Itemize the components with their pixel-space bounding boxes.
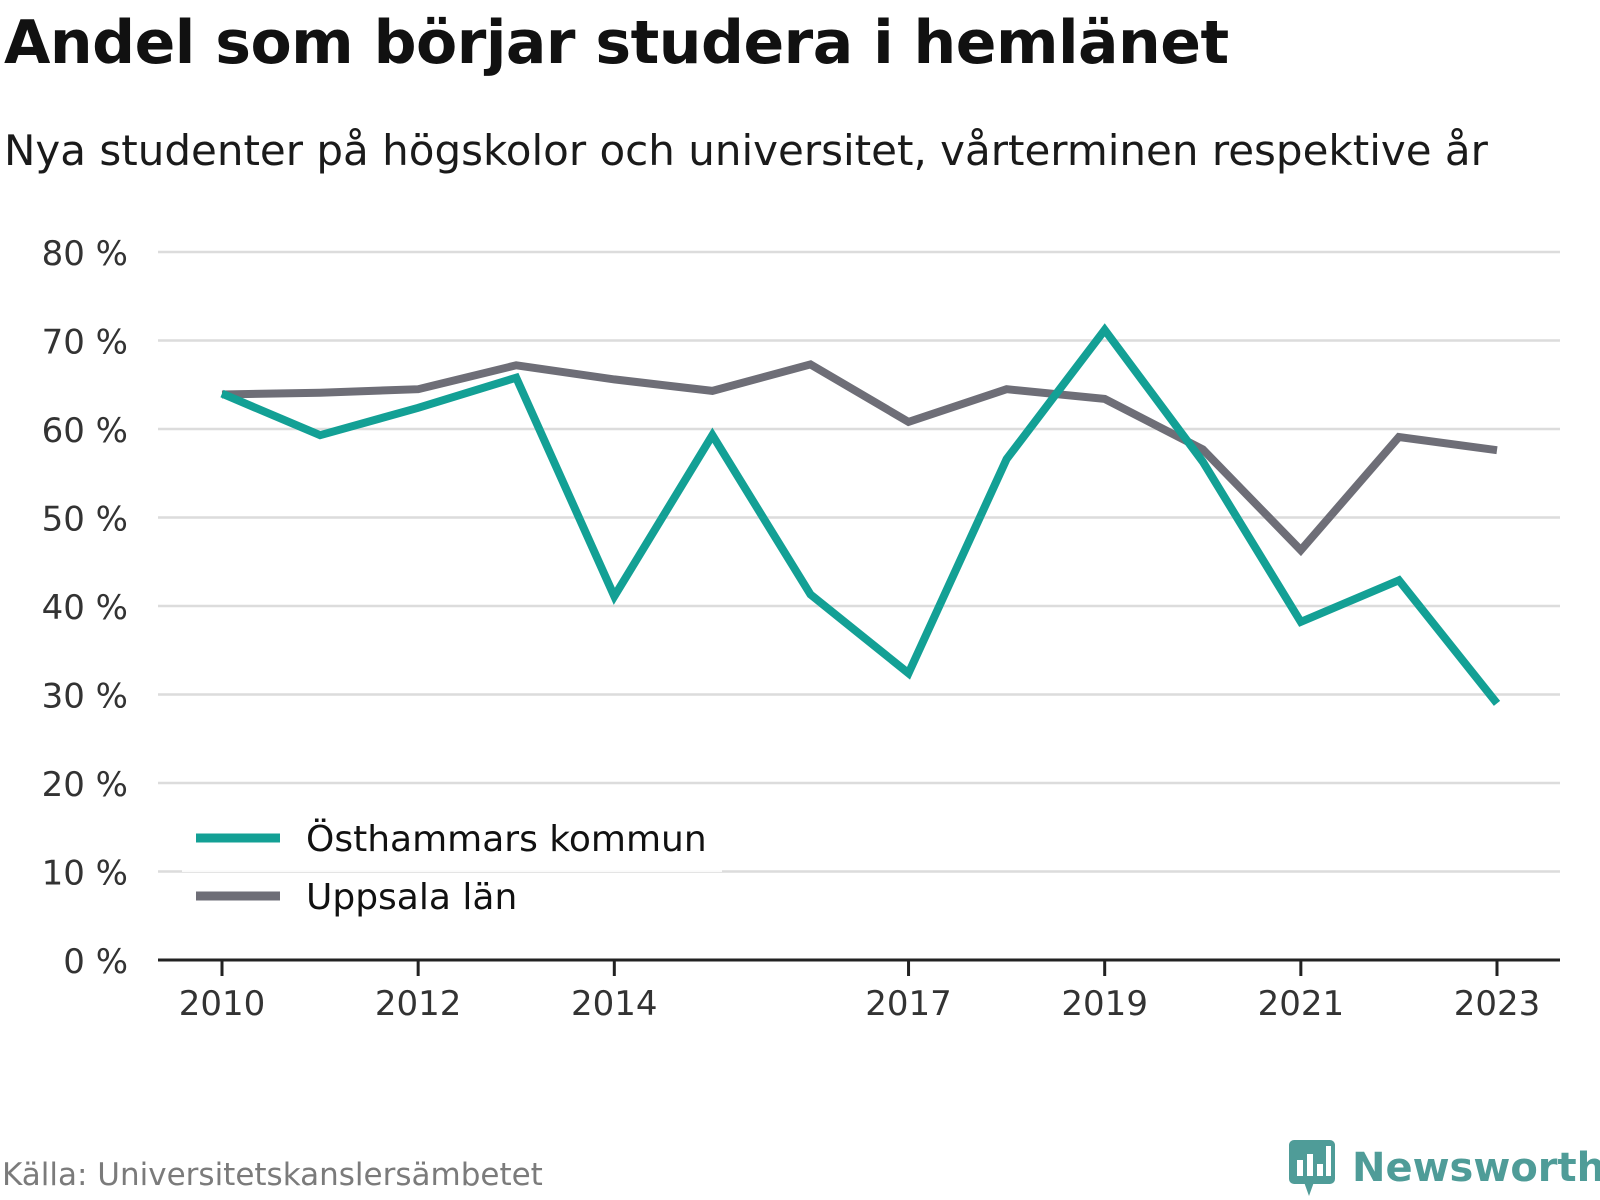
- newsworthy-logo-icon: [1289, 1140, 1335, 1196]
- series-line: [221, 360, 1498, 557]
- y-tick-label: 30 %: [42, 677, 128, 717]
- x-tick-label: 2010: [179, 984, 266, 1024]
- chart-subtitle: Nya studenter på högskolor och universit…: [4, 126, 1488, 175]
- source-note: Källa: Universitetskanslersämbetet: [2, 1157, 543, 1193]
- series-line: [220, 323, 1501, 706]
- x-tick-label: 2012: [375, 984, 462, 1024]
- y-tick-label: 60 %: [42, 411, 128, 451]
- y-tick-label: 10 %: [42, 854, 128, 894]
- y-tick-label: 50 %: [42, 500, 128, 540]
- legend-label: Uppsala län: [306, 877, 517, 918]
- x-tick-label: 2017: [865, 984, 952, 1024]
- y-tick-label: 40 %: [42, 588, 128, 628]
- y-tick-label: 70 %: [42, 323, 128, 363]
- brand-logo: Newsworthy: [1288, 1138, 1600, 1198]
- y-tick-label: 0 %: [63, 942, 128, 982]
- x-tick-label: 2019: [1061, 984, 1148, 1024]
- x-tick-label: 2021: [1258, 984, 1345, 1024]
- y-tick-label: 20 %: [42, 765, 128, 805]
- x-tick-label: 2014: [571, 984, 658, 1024]
- legend-label: Östhammars kommun: [306, 818, 707, 860]
- y-tick-label: 80 %: [42, 234, 128, 274]
- brand-name: Newsworthy: [1352, 1145, 1600, 1191]
- chart-title: Andel som börjar studera i hemlänet: [4, 8, 1229, 78]
- x-tick-label: 2023: [1454, 984, 1541, 1024]
